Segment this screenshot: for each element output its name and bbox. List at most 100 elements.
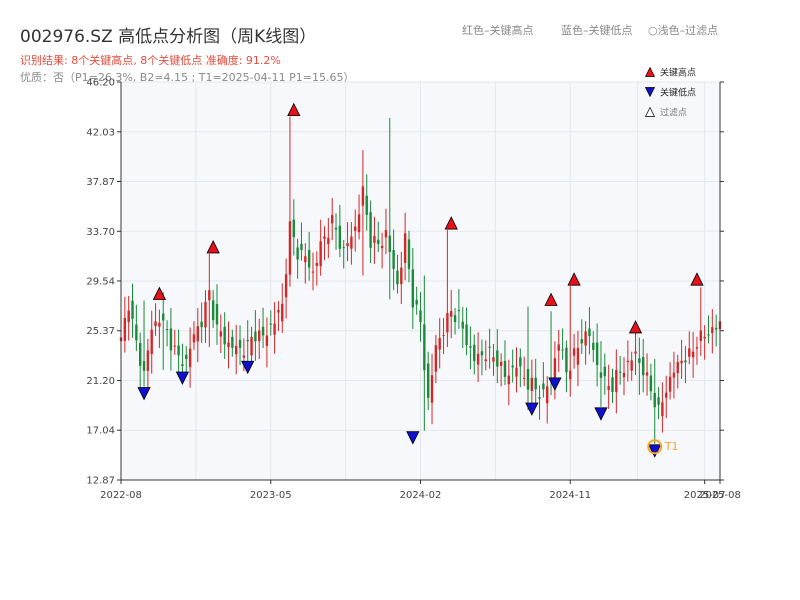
candle-body <box>595 342 599 366</box>
candle-body <box>330 215 334 224</box>
candle-body <box>707 334 710 336</box>
recognition-status: 识别结果: 8个关键高点, 8个关键低点 准确度: 91.2% <box>20 54 281 67</box>
candle-body <box>561 349 564 351</box>
legend-high-icon <box>644 66 656 77</box>
candle-body <box>461 321 464 329</box>
candle-body <box>691 351 695 358</box>
candle-body <box>384 230 388 238</box>
candle-body <box>649 375 653 392</box>
candle-body <box>473 344 476 362</box>
candle-body <box>296 247 299 260</box>
y-tick-label: 42.03 <box>86 127 115 138</box>
candle-body <box>354 226 357 231</box>
candle-body <box>315 262 319 266</box>
filtered-circle-icon: ○ <box>648 24 658 37</box>
candle-body <box>546 386 549 404</box>
legend-label: 关键低点 <box>660 87 696 99</box>
key-low-marker <box>525 402 539 416</box>
candle-body <box>453 315 457 323</box>
candle-body <box>522 377 526 379</box>
key-low-marker <box>175 371 190 385</box>
candle-body <box>150 329 153 355</box>
candle-body <box>365 195 368 215</box>
candle-body <box>219 331 223 337</box>
candle-body <box>292 219 295 238</box>
candle-body <box>158 322 161 327</box>
candle-body <box>668 376 672 392</box>
candle-body <box>377 239 380 244</box>
chart-title: 002976.SZ 高低点分析图（周K线图） <box>20 27 317 47</box>
candle-body <box>138 342 142 366</box>
candle-body <box>380 245 384 249</box>
candle-body <box>304 256 307 263</box>
candle-body <box>208 290 211 301</box>
candle-body <box>357 214 361 233</box>
candle-body <box>338 225 342 249</box>
candle-body <box>503 360 507 377</box>
candle-body <box>530 377 534 391</box>
candle-body <box>653 392 656 408</box>
x-tick-label: 2022-08 <box>100 490 142 501</box>
y-tick-label: 17.04 <box>86 426 115 437</box>
candle-body <box>373 235 376 243</box>
candle-body <box>173 345 176 347</box>
candle-body <box>192 334 196 343</box>
candle-body <box>630 360 633 371</box>
quality-info: 优质：否（P1=26.3%, B2=4.15 ; T1=2025-04-11 P… <box>20 71 355 84</box>
candle-body <box>542 383 545 390</box>
candle-body <box>538 397 541 399</box>
candle-body <box>442 335 445 337</box>
x-tick-label: 2025-07 <box>684 490 726 501</box>
candle-body <box>714 327 718 330</box>
y-tick-label: 33.70 <box>86 227 115 238</box>
candle-body <box>400 267 403 285</box>
x-tick-label: 2023-05 <box>250 490 292 501</box>
candle-body <box>227 342 230 348</box>
candle-body <box>496 350 499 367</box>
legend-low-icon <box>644 87 656 98</box>
key-low-marker <box>548 377 562 391</box>
candle-body <box>611 377 614 392</box>
key-low-marker <box>137 387 151 401</box>
candle-body <box>165 329 169 331</box>
candle-body <box>238 339 242 348</box>
candle-body <box>615 369 618 392</box>
candle-body <box>492 357 495 362</box>
candle-body <box>534 377 537 390</box>
t1-marker <box>647 439 663 455</box>
candle-body <box>569 370 572 380</box>
candle-body <box>361 186 365 206</box>
legend-label: 过滤点 <box>660 107 687 119</box>
x-tick-label: 2024-02 <box>400 490 442 501</box>
candle-body <box>465 324 468 346</box>
candle-body <box>211 300 215 321</box>
candle-body <box>622 372 626 378</box>
candle-body <box>185 354 188 360</box>
key-high-marker <box>628 320 643 334</box>
candle-body <box>284 274 288 298</box>
y-tick-label: 25.37 <box>86 326 115 337</box>
candle-body <box>396 270 399 285</box>
y-tick-label: 21.20 <box>86 376 115 387</box>
key-low-marker <box>406 431 420 445</box>
key-low-marker <box>241 360 255 375</box>
candle-body <box>234 345 238 355</box>
candle-body <box>196 326 199 342</box>
candle-body <box>430 375 434 403</box>
candle-body <box>204 301 207 328</box>
candle-body <box>642 357 645 376</box>
candle-body <box>269 323 272 325</box>
candle-body <box>488 346 491 348</box>
candle-body <box>162 313 165 321</box>
candle-body <box>319 241 322 267</box>
candle-body <box>703 336 706 339</box>
candle-body <box>626 360 630 363</box>
y-tick-label: 37.87 <box>86 177 115 188</box>
candle-body <box>484 359 487 362</box>
candle-body <box>346 243 349 247</box>
candle-body <box>699 330 703 342</box>
candle-body <box>634 351 637 354</box>
candle-body <box>415 299 418 305</box>
candle-body <box>188 348 192 368</box>
candle-body <box>250 337 253 356</box>
